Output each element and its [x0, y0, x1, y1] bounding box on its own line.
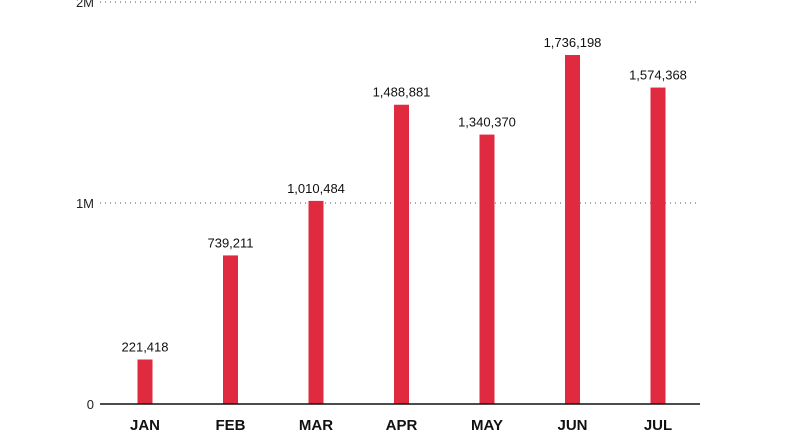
bar-value-label: 1,736,198	[544, 35, 602, 50]
y-tick-label: 0	[87, 397, 94, 412]
bar	[650, 87, 666, 404]
x-category-label: APR	[386, 417, 418, 434]
bar-value-label: 1,488,881	[373, 85, 431, 100]
bar-value-label: 1,340,370	[458, 115, 516, 130]
x-axis-categories: JAN FEB MAR APR MAY JUN JUL	[130, 417, 672, 434]
x-category-label: FEB	[216, 417, 246, 434]
bar	[565, 55, 580, 404]
y-tick-label: 1M	[76, 196, 94, 211]
bar	[137, 359, 153, 404]
bar	[479, 134, 495, 404]
y-tick-label: 2M	[76, 0, 94, 10]
bar	[394, 104, 409, 404]
bar-value-label: 221,418	[122, 339, 169, 354]
x-category-label: MAY	[471, 417, 503, 434]
value-labels: 221,418 739,211 1,010,484 1,488,881 1,340,37…	[122, 35, 687, 354]
bar-value-label: 739,211	[207, 235, 253, 250]
bar-value-label: 1,010,484	[287, 181, 345, 196]
bar	[308, 200, 324, 404]
y-axis-ticks: 0 1M 2M	[76, 0, 94, 412]
x-category-label: JAN	[130, 417, 160, 434]
x-category-label: MAR	[299, 417, 333, 434]
x-category-label: JUN	[557, 417, 587, 434]
bars	[137, 55, 666, 404]
bar-value-label: 1,574,368	[629, 68, 687, 83]
bar	[223, 255, 238, 404]
x-category-label: JUL	[644, 417, 672, 434]
